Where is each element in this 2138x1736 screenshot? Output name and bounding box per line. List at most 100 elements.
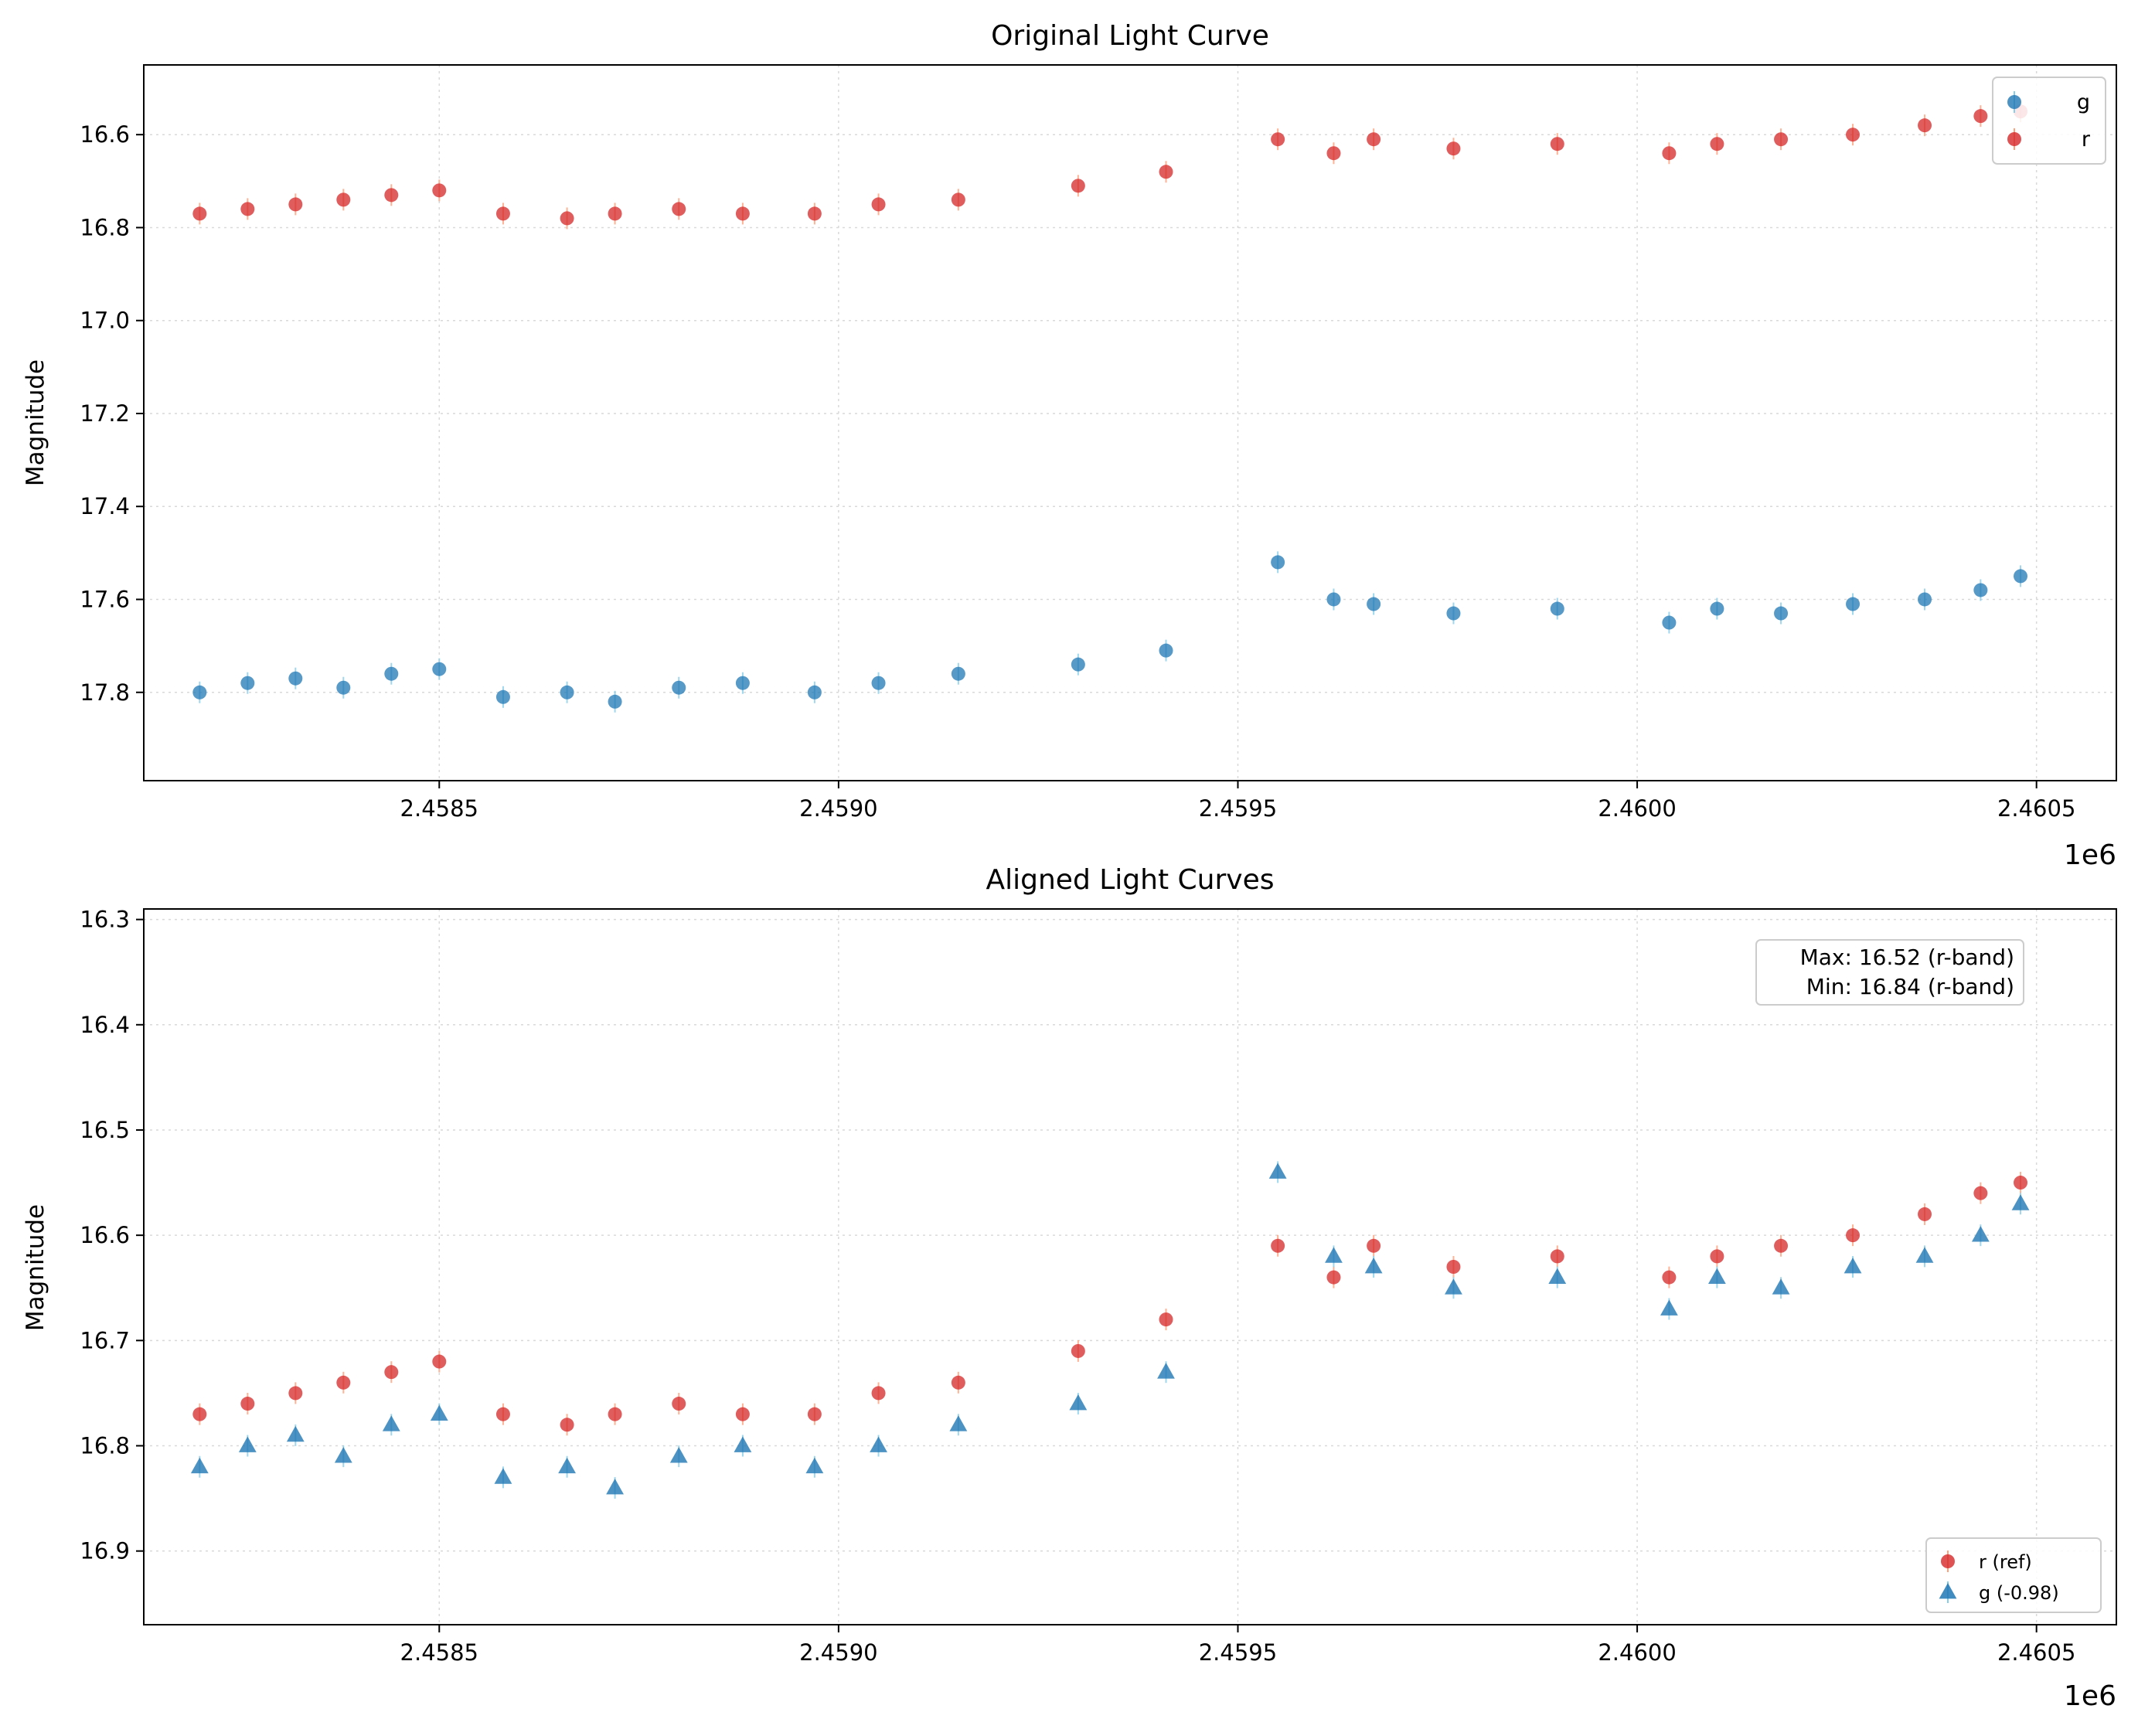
- axis-ticks: 2.4585 2.4590 2.4595 2.4600 2.4605 16.6 16.8 17…: [80, 121, 2075, 822]
- data-point: [735, 1407, 750, 1421]
- panel-aligned: Aligned Light Curves 2.4585 2.4590 2.4595 2…: [22, 864, 2117, 1712]
- data-point: [430, 1404, 448, 1421]
- data-point: [1550, 601, 1564, 616]
- data-point: [2014, 569, 2028, 584]
- data-point: [192, 1407, 207, 1421]
- data-point: [807, 206, 822, 221]
- plot-marks: [192, 100, 2028, 713]
- data-point: [1971, 1226, 1990, 1242]
- legend-box: [1925, 1537, 2102, 1613]
- data-point: [608, 694, 622, 709]
- plot-frame: [143, 64, 2117, 781]
- data-point: [1774, 132, 1789, 147]
- data-point: [1550, 1249, 1564, 1264]
- data-point: [1918, 118, 1932, 133]
- data-point: [951, 192, 965, 207]
- data-point: [432, 183, 447, 198]
- data-point: [805, 1457, 824, 1474]
- data-point: [334, 1447, 352, 1463]
- data-point: [735, 206, 750, 221]
- series-r (ref): [192, 1172, 2028, 1436]
- data-point: [1710, 601, 1724, 616]
- y-tick-label: 17.8: [80, 679, 130, 706]
- data-point: [192, 685, 207, 700]
- x-tick-label: 2.4585: [400, 1639, 478, 1666]
- data-point: [288, 671, 303, 686]
- x-tick-label: 2.4585: [400, 795, 478, 822]
- data-point: [1708, 1268, 1726, 1285]
- data-point: [1271, 132, 1285, 147]
- y-axis-label: Magnitude: [22, 1204, 49, 1331]
- data-point: [1159, 1312, 1173, 1327]
- legend-marker: [1941, 1554, 1955, 1568]
- data-point: [672, 202, 686, 216]
- data-point: [1367, 597, 1381, 611]
- data-point: [1445, 1278, 1462, 1295]
- y-tick-label: 16.4: [80, 1012, 130, 1038]
- axis-ticks: 2.4585 2.4590 2.4595 2.4600 2.4605 16.3 16.4 16…: [80, 907, 2075, 1666]
- data-point: [432, 662, 447, 676]
- data-point: [669, 1447, 688, 1463]
- series-r: [192, 100, 2028, 230]
- data-point: [1268, 1162, 1287, 1179]
- data-point: [735, 676, 750, 690]
- data-point: [871, 197, 886, 212]
- data-point: [1662, 1270, 1677, 1285]
- data-point: [382, 1415, 400, 1431]
- legend-marker: [1939, 1583, 1957, 1599]
- data-point: [1446, 141, 1461, 156]
- data-point: [495, 689, 510, 704]
- annotation-max: Max: 16.52 (r-band): [1800, 945, 2014, 970]
- x-tick-label: 2.4590: [799, 795, 877, 822]
- data-point: [608, 206, 622, 221]
- panel-original: Original Light Curve 2.4585 2.4590 2.4595 2…: [22, 20, 2117, 871]
- data-point: [560, 1418, 574, 1432]
- data-point: [672, 1397, 686, 1411]
- data-point: [1846, 128, 1861, 142]
- data-point: [1326, 146, 1341, 161]
- legend-items: r (ref) g (-0.98): [1939, 1550, 2059, 1604]
- y-tick-label: 16.5: [80, 1117, 130, 1143]
- data-point: [1071, 657, 1085, 672]
- data-point: [1973, 1186, 1988, 1200]
- data-point: [734, 1436, 752, 1452]
- data-point: [1662, 615, 1677, 630]
- data-point: [871, 1386, 886, 1401]
- y-tick-label: 16.6: [80, 1222, 130, 1248]
- data-point: [1446, 1260, 1461, 1274]
- x-tick-label: 2.4605: [1997, 1639, 2075, 1666]
- data-point: [1325, 1247, 1343, 1263]
- data-point: [1157, 1363, 1175, 1379]
- y-tick-label: 16.8: [80, 214, 130, 240]
- data-point: [1159, 165, 1173, 179]
- data-point: [1846, 1228, 1861, 1243]
- y-tick-label: 17.6: [80, 586, 130, 612]
- grid: [144, 909, 2116, 1625]
- data-point: [192, 206, 207, 221]
- data-point: [1071, 1343, 1085, 1358]
- data-point: [1918, 1207, 1932, 1221]
- legend-label: g: [2077, 90, 2090, 114]
- data-point: [1844, 1258, 1862, 1274]
- data-point: [336, 192, 351, 207]
- data-point: [240, 1397, 255, 1411]
- data-point: [1662, 146, 1677, 161]
- data-point: [1973, 109, 1988, 124]
- data-point: [1548, 1268, 1567, 1285]
- y-tick-label: 16.7: [80, 1327, 130, 1353]
- data-point: [807, 1407, 822, 1421]
- data-point: [495, 1407, 510, 1421]
- data-point: [286, 1425, 305, 1442]
- legend-marker: [2007, 132, 2021, 146]
- data-point: [1660, 1299, 1678, 1316]
- chart-title: Original Light Curve: [991, 20, 1269, 52]
- data-point: [384, 666, 399, 681]
- annotation-min: Min: 16.84 (r-band): [1806, 974, 2014, 999]
- legend-label: g (-0.98): [1979, 1582, 2059, 1604]
- data-point: [384, 188, 399, 203]
- annotation-box: Max: 16.52 (r-band) Min: 16.84 (r-band): [1755, 939, 2024, 1006]
- annotation-frame: [1755, 939, 2024, 1006]
- data-point: [1271, 555, 1285, 570]
- data-point: [558, 1457, 576, 1474]
- data-point: [495, 206, 510, 221]
